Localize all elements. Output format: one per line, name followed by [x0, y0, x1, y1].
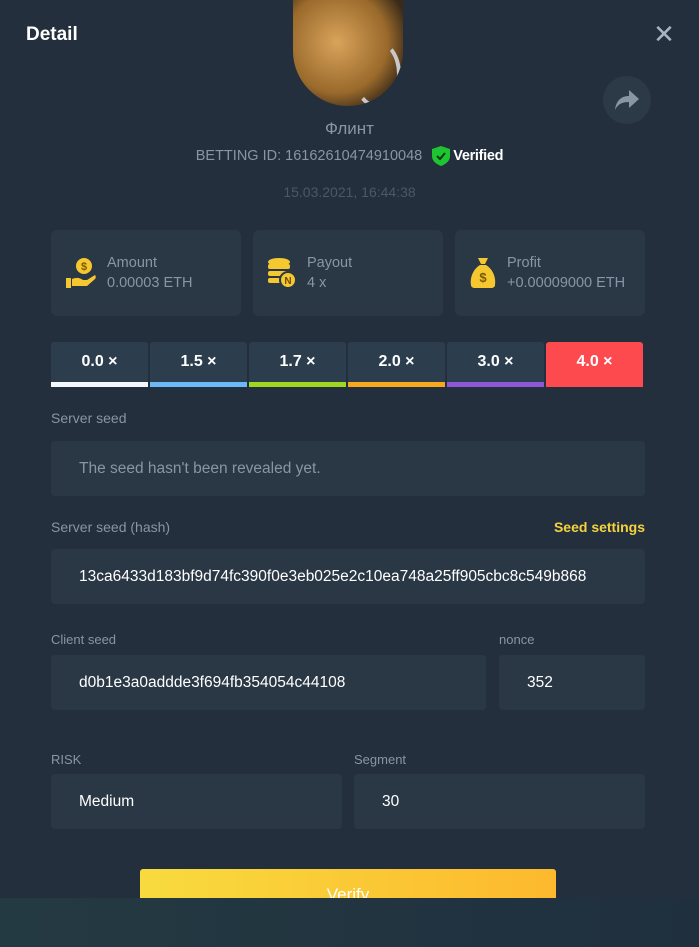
payout-value: 4 x [307, 275, 327, 291]
bet-date: 15.03.2021, 16:44:38 [283, 184, 416, 200]
svg-text:$: $ [479, 270, 487, 285]
color-bar [51, 382, 148, 387]
nonce-label: nonce [499, 632, 535, 647]
coin-stack-icon: N [268, 258, 297, 289]
amount-value: 0.00003 ETH [107, 275, 193, 291]
modal-title: Detail [26, 24, 78, 45]
hand-coin-icon: $ [66, 258, 96, 288]
betting-id-row: BETTING ID: 16162610474910048 Verified [0, 146, 699, 166]
color-bar [150, 382, 247, 387]
share-icon [615, 90, 639, 110]
server-hash-value: 13ca6433d183bf9d74fc390f0e3eb025e2c10ea7… [79, 567, 587, 585]
profit-card: $ Profit +0.00009000 ETH [455, 230, 645, 316]
segment-label: Segment [354, 752, 407, 767]
multiplier-tab[interactable]: 1.5 × [150, 342, 247, 387]
multiplier-tab-selected[interactable]: 4.0 × [546, 342, 643, 387]
shield-check-icon [432, 146, 451, 166]
server-seed-label: Server seed [51, 410, 127, 426]
amount-card: $ Amount 0.00003 ETH [51, 230, 241, 316]
multiplier-tab[interactable]: 2.0 × [348, 342, 445, 387]
share-button[interactable] [603, 76, 651, 124]
color-bar [249, 382, 346, 387]
color-bar [348, 382, 445, 387]
verified-badge: Verified [432, 146, 504, 166]
seed-settings-link[interactable]: Seed settings [553, 519, 645, 535]
multiplier-label: 1.7 × [279, 353, 316, 370]
multiplier-tab[interactable]: 0.0 × [51, 342, 148, 387]
multiplier-label: 3.0 × [477, 353, 514, 370]
payout-card: N Payout 4 x [253, 230, 443, 316]
server-hash-field[interactable]: 13ca6433d183bf9d74fc390f0e3eb025e2c10ea7… [51, 549, 645, 604]
risk-field[interactable]: Medium [51, 774, 342, 829]
profit-value: +0.00009000 ETH [507, 275, 626, 291]
money-bag-icon: $ [470, 258, 496, 288]
client-seed-field[interactable]: d0b1e3a0addde3f694fb354054c44108 [51, 655, 486, 710]
risk-label: RISK [51, 752, 82, 767]
page-background [0, 898, 699, 947]
multiplier-tab[interactable]: 3.0 × [447, 342, 544, 387]
avatar [293, 0, 403, 106]
multiplier-tabs: 0.0 × 1.5 × 1.7 × 2.0 × 3.0 × 4.0 × [51, 342, 643, 387]
server-seed-field[interactable]: The seed hasn't been revealed yet. [51, 441, 645, 496]
verified-label: Verified [453, 148, 504, 164]
nonce-field[interactable]: 352 [499, 655, 645, 710]
amount-label: Amount [107, 255, 157, 271]
segment-field[interactable]: 30 [354, 774, 645, 829]
betting-id: BETTING ID: 16162610474910048 [195, 148, 423, 164]
close-icon[interactable]: ✕ [653, 19, 675, 49]
multiplier-label: 2.0 × [378, 353, 415, 370]
profit-label: Profit [507, 255, 541, 271]
multiplier-label: 0.0 × [81, 353, 118, 370]
multiplier-label: 1.5 × [180, 353, 217, 370]
multiplier-label: 4.0 × [576, 353, 613, 370]
payout-label: Payout [307, 255, 353, 271]
client-seed-label: Client seed [51, 632, 117, 647]
svg-text:$: $ [81, 261, 87, 273]
username: Флинт [325, 119, 374, 138]
color-bar [447, 382, 544, 387]
multiplier-tab[interactable]: 1.7 × [249, 342, 346, 387]
server-hash-label: Server seed (hash) [51, 519, 171, 535]
svg-text:N: N [284, 276, 291, 287]
